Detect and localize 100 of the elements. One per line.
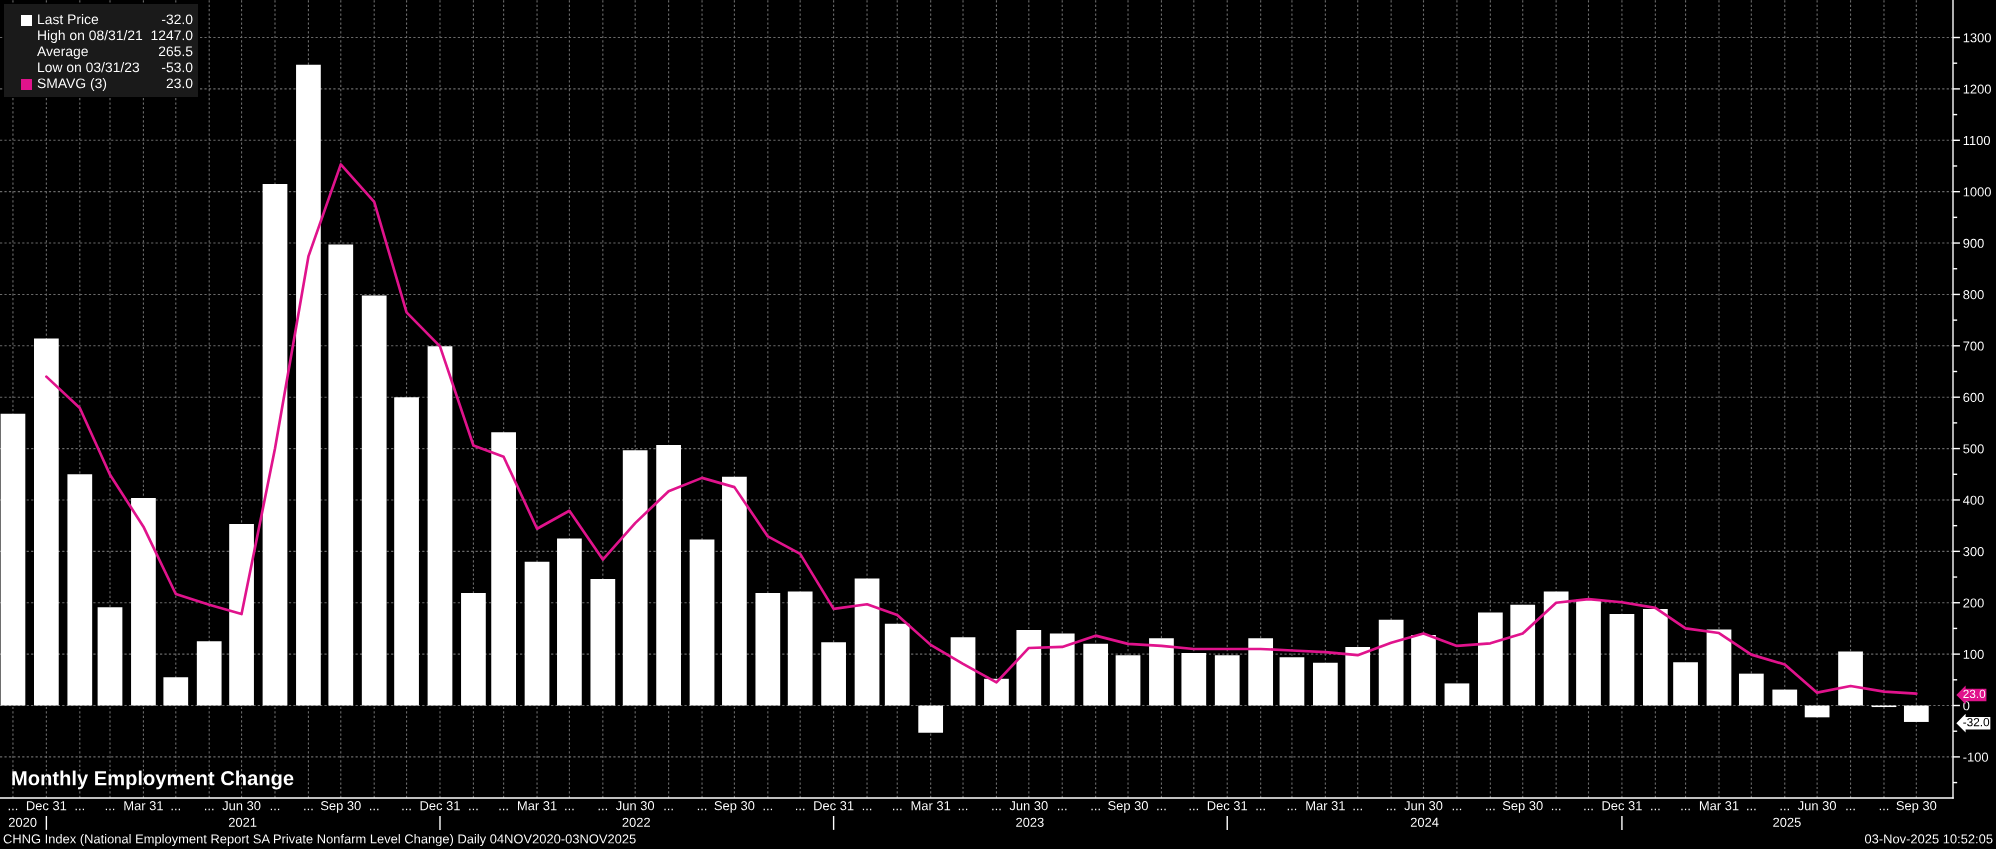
bar <box>1279 657 1305 706</box>
x-tick-label: ... <box>75 808 85 811</box>
x-tick-label: Mar 31 <box>518 801 557 811</box>
legend-label: Last Price <box>38 14 99 25</box>
x-tick-label: ... <box>1551 808 1561 811</box>
bar <box>1016 629 1042 706</box>
bar <box>1411 635 1436 706</box>
bar <box>1738 673 1764 706</box>
x-tick-label: ... <box>992 808 1001 811</box>
bar <box>590 579 616 706</box>
bar <box>755 592 781 706</box>
x-tick-label: ... <box>1584 808 1593 811</box>
x-tick-label: ... <box>205 808 214 811</box>
x-tick-label: ... <box>1486 808 1495 811</box>
x-tick-label: ... <box>1846 808 1855 811</box>
bar <box>328 244 354 706</box>
x-tick-label: ... <box>370 808 379 811</box>
x-tick-label: ... <box>270 808 280 811</box>
bar <box>557 538 582 706</box>
x-tick-label: ... <box>1681 808 1690 811</box>
bar <box>984 678 1009 706</box>
x2-tick-label: 2020 <box>8 817 37 827</box>
y-tick-label: 23.0 <box>1963 689 1986 699</box>
y-tick-label: 600 <box>1963 392 1984 403</box>
bar <box>1248 638 1274 706</box>
bar <box>1444 683 1470 706</box>
x-tick-label: ... <box>697 808 707 811</box>
bar <box>229 524 254 706</box>
x-tick-label: Sep 30 <box>1108 801 1148 813</box>
x-tick-label: ... <box>598 808 608 811</box>
x-tick-label: ... <box>1879 808 1889 811</box>
x-tick-label: ... <box>1157 808 1166 811</box>
x2-tick-label: 2024 <box>1410 817 1439 827</box>
legend-label: SMAVG (3) <box>37 78 107 91</box>
bar <box>1706 629 1732 706</box>
bar <box>1083 643 1109 706</box>
x2-tick-label: 2021 <box>228 817 257 827</box>
annotation: -32.0 <box>161 14 193 25</box>
x-tick-label: ... <box>304 808 313 811</box>
bar <box>1609 614 1635 706</box>
bar <box>689 539 715 706</box>
x-tick-label: ... <box>1452 808 1462 811</box>
x-tick-label: Jun 30 <box>1009 801 1048 811</box>
bar <box>1510 604 1536 706</box>
x-tick-label: ... <box>565 808 574 811</box>
x-tick-label: ... <box>1287 808 1297 811</box>
bar <box>656 444 681 706</box>
bar <box>524 561 550 706</box>
x-tick-label: ... <box>469 808 478 811</box>
x2-tick-label: 2025 <box>1773 817 1801 827</box>
bar <box>622 450 648 706</box>
y-tick-label: 800 <box>1963 290 1984 300</box>
y-tick-label: 1200 <box>1963 84 1991 94</box>
y-tick-label: 1300 <box>1963 33 1991 43</box>
bar <box>34 338 59 706</box>
x-tick-label: ... <box>1651 808 1660 811</box>
x-tick-label: ... <box>664 808 673 811</box>
x-tick-label: ... <box>1386 808 1396 811</box>
annotation: 23.0 <box>166 78 193 89</box>
annotation: 1247.0 <box>151 30 193 41</box>
x-tick-label: ... <box>499 808 508 811</box>
x-tick-label: ... <box>763 808 773 811</box>
x-tick-label: ... <box>1256 808 1265 811</box>
bar <box>1804 705 1830 718</box>
bar <box>361 295 387 706</box>
bar <box>1543 591 1569 706</box>
bar <box>296 64 321 706</box>
line-series <box>45 163 1918 696</box>
x-tick-label: Dec 31 <box>1602 801 1642 811</box>
x-tick-label: Jun 30 <box>616 801 655 811</box>
x-tick-label: Dec 31 <box>1207 801 1248 811</box>
bar <box>0 413 26 706</box>
x-tick-label: Sep 30 <box>320 801 361 813</box>
bar <box>491 432 516 706</box>
bar <box>97 607 123 706</box>
x-tick-label: ... <box>958 808 968 811</box>
bar <box>1642 608 1668 706</box>
bar <box>1903 705 1929 722</box>
x-tick-label: ... <box>795 808 805 811</box>
y-tick-label: 1100 <box>1963 135 1990 146</box>
bar <box>262 183 288 706</box>
x-tick-label: Jun 30 <box>222 801 261 811</box>
y-tick-label: 700 <box>1963 341 1984 351</box>
x-tick-label: ... <box>171 808 180 811</box>
x-tick-label: Sep 30 <box>1502 801 1543 813</box>
x2-tick-label: 2022 <box>622 817 650 827</box>
x-tick-label: ... <box>1189 808 1198 811</box>
bar <box>67 474 93 706</box>
y-tick-label: 0 <box>1963 701 1970 711</box>
x-tick-label: Mar 31 <box>1699 801 1739 811</box>
bar <box>394 397 419 706</box>
bar <box>1576 599 1601 706</box>
bar <box>1378 619 1404 706</box>
x-tick-label: ... <box>1780 808 1789 811</box>
x-tick-label: ... <box>862 808 872 811</box>
bar <box>1477 612 1503 706</box>
bar <box>427 346 453 706</box>
bar <box>1049 633 1075 706</box>
x2-tick-label: 2023 <box>1016 817 1044 827</box>
y-tick-label: 500 <box>1963 444 1984 454</box>
